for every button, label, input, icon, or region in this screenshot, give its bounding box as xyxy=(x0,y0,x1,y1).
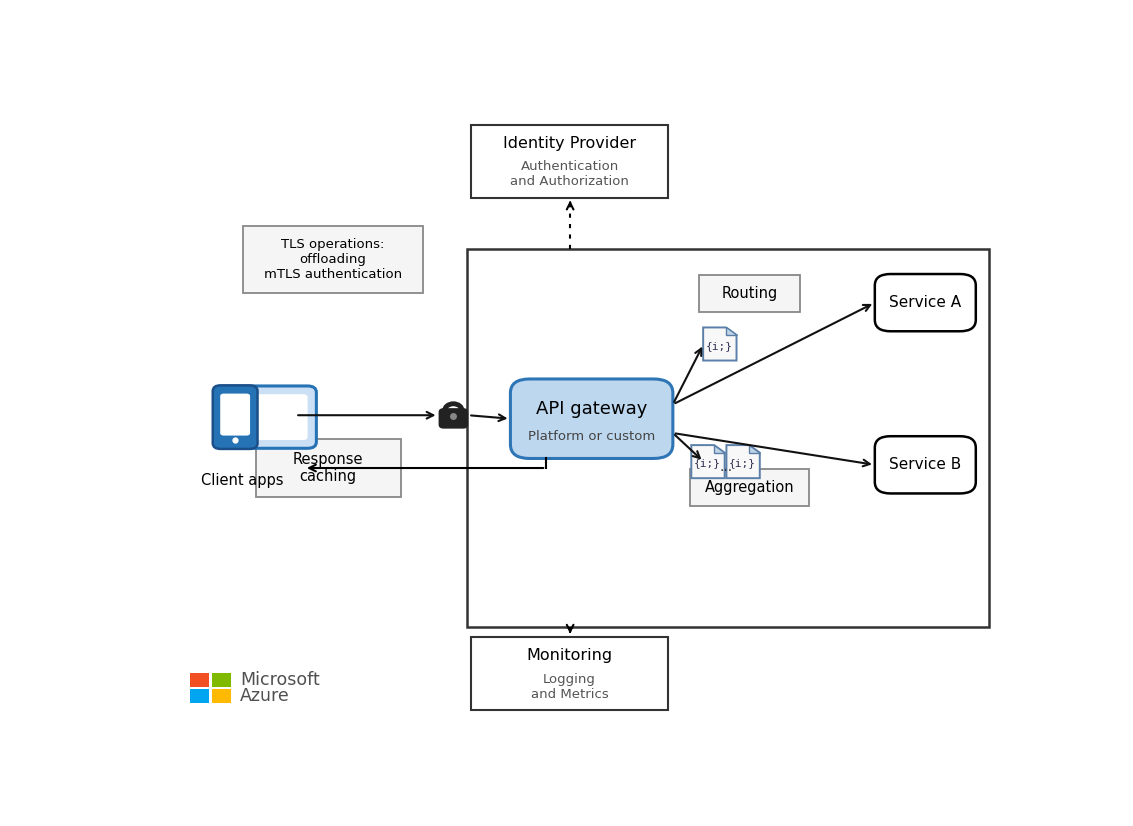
Text: Service A: Service A xyxy=(889,295,962,310)
Bar xyxy=(467,249,989,627)
Text: ...: ... xyxy=(719,460,733,474)
FancyBboxPatch shape xyxy=(510,379,673,458)
FancyBboxPatch shape xyxy=(875,274,976,331)
Text: Platform or custom: Platform or custom xyxy=(528,430,655,443)
Bar xyxy=(471,637,668,710)
Bar xyxy=(690,469,809,506)
FancyBboxPatch shape xyxy=(875,436,976,493)
Bar xyxy=(256,439,401,496)
Text: Azure: Azure xyxy=(240,687,290,705)
Text: {i;}: {i;} xyxy=(693,458,721,468)
Bar xyxy=(212,690,231,704)
Bar xyxy=(699,275,800,312)
FancyBboxPatch shape xyxy=(255,394,307,440)
Text: Authentication
and Authorization: Authentication and Authorization xyxy=(510,159,629,188)
FancyBboxPatch shape xyxy=(220,394,250,435)
FancyBboxPatch shape xyxy=(213,385,257,449)
Text: {i;}: {i;} xyxy=(729,458,756,468)
Text: Response
caching: Response caching xyxy=(293,452,364,484)
Bar xyxy=(190,673,210,687)
Text: Routing: Routing xyxy=(722,287,778,301)
Polygon shape xyxy=(714,445,725,453)
Polygon shape xyxy=(749,445,760,453)
Bar xyxy=(242,226,423,293)
Text: Monitoring: Monitoring xyxy=(527,648,613,663)
Text: Client apps: Client apps xyxy=(202,473,284,488)
Polygon shape xyxy=(691,445,725,478)
Polygon shape xyxy=(726,445,760,478)
Text: Service B: Service B xyxy=(889,458,962,472)
Text: Logging
and Metrics: Logging and Metrics xyxy=(531,673,608,701)
Text: Microsoft: Microsoft xyxy=(240,672,320,690)
Polygon shape xyxy=(726,327,736,335)
Text: {i;}: {i;} xyxy=(706,341,732,351)
Text: Identity Provider: Identity Provider xyxy=(503,136,637,151)
Text: API gateway: API gateway xyxy=(536,400,647,418)
FancyBboxPatch shape xyxy=(440,409,468,428)
Polygon shape xyxy=(704,327,736,360)
Bar xyxy=(190,690,210,704)
Text: TLS operations:
offloading
mTLS authentication: TLS operations: offloading mTLS authenti… xyxy=(264,238,402,281)
Text: Aggregation: Aggregation xyxy=(705,480,794,496)
FancyBboxPatch shape xyxy=(246,386,316,449)
Bar xyxy=(212,673,231,687)
Bar xyxy=(471,125,668,197)
